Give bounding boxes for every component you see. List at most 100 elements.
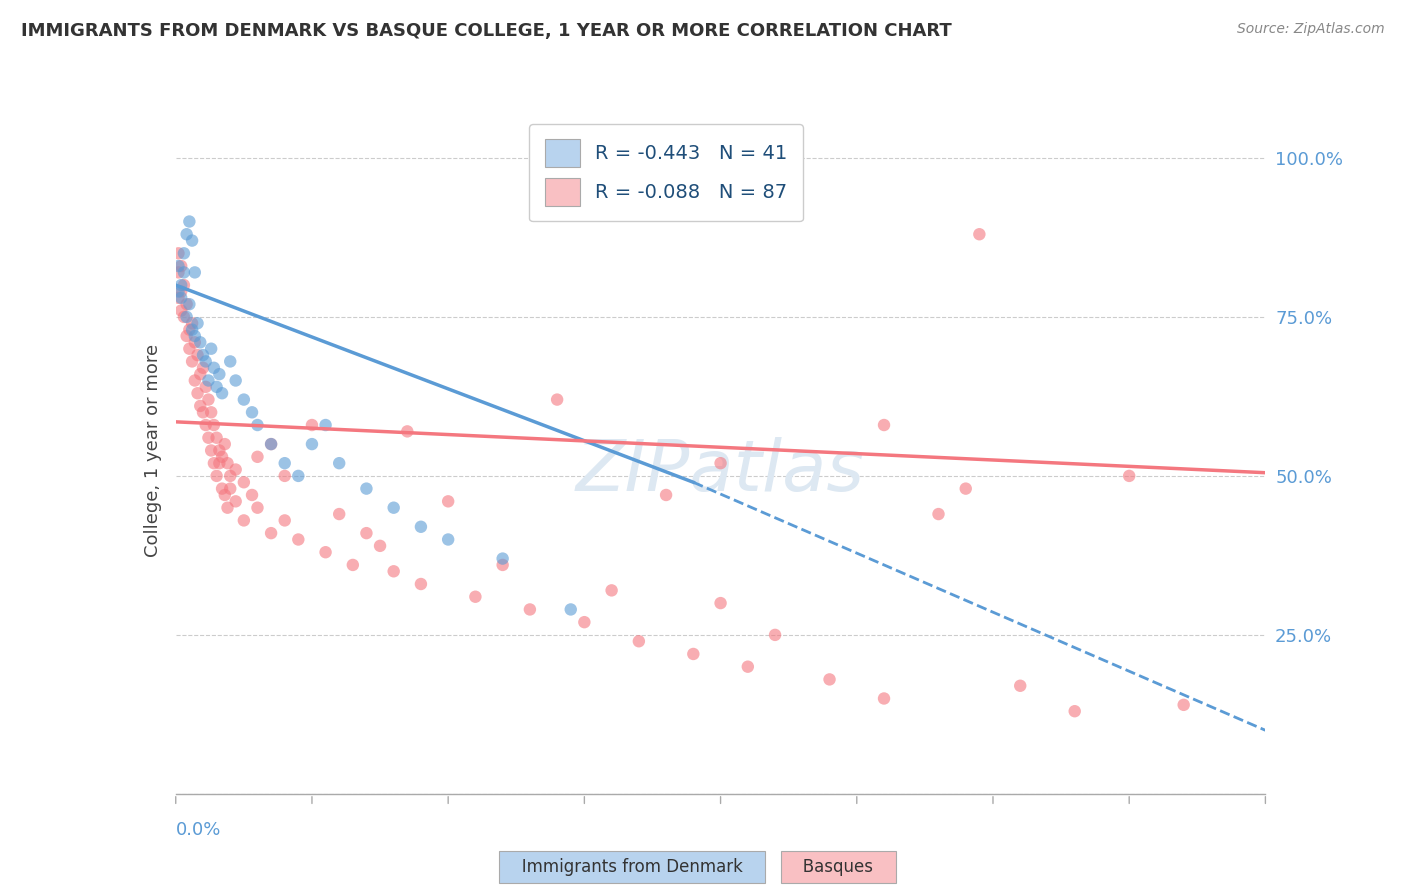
Point: [342, 558, 364, 572]
Point: [170, 303, 193, 318]
Point: [211, 482, 233, 496]
Text: IMMIGRANTS FROM DENMARK VS BASQUE COLLEGE, 1 YEAR OR MORE CORRELATION CHART: IMMIGRANTS FROM DENMARK VS BASQUE COLLEG…: [21, 22, 952, 40]
Point: [382, 500, 405, 515]
Point: [328, 507, 350, 521]
Point: [173, 246, 195, 260]
Point: [356, 482, 378, 496]
Point: [382, 564, 405, 578]
Point: [202, 360, 225, 375]
Point: [200, 342, 222, 356]
Point: [873, 417, 896, 432]
Point: [173, 278, 195, 293]
Point: [627, 634, 650, 648]
Point: [197, 431, 219, 445]
Point: [232, 475, 254, 490]
Point: [200, 443, 222, 458]
Point: [217, 456, 239, 470]
Point: [682, 647, 704, 661]
Point: [287, 469, 309, 483]
Point: [194, 354, 217, 368]
Y-axis label: College, 1 year or more: College, 1 year or more: [143, 344, 162, 557]
Point: [287, 533, 309, 547]
Point: [1118, 469, 1140, 483]
Point: [194, 417, 217, 432]
Point: [274, 456, 297, 470]
Point: [179, 342, 201, 356]
Point: [200, 405, 222, 419]
Point: [225, 374, 247, 388]
Point: [655, 488, 678, 502]
Point: [167, 265, 190, 279]
Point: [214, 437, 236, 451]
Point: [211, 450, 233, 464]
Point: [328, 456, 350, 470]
Point: [167, 285, 190, 299]
Point: [301, 437, 323, 451]
Point: [219, 482, 242, 496]
Point: [181, 354, 204, 368]
Point: [225, 462, 247, 476]
Point: [219, 469, 242, 483]
Text: ZIPatlas: ZIPatlas: [576, 436, 865, 506]
Point: [928, 507, 950, 521]
Point: [315, 417, 337, 432]
Point: [232, 392, 254, 407]
Point: [173, 265, 195, 279]
Point: [737, 659, 759, 673]
Point: [1173, 698, 1195, 712]
Text: 0.0%: 0.0%: [176, 822, 221, 839]
Point: [208, 456, 231, 470]
Point: [240, 488, 263, 502]
Point: [167, 291, 190, 305]
Point: [225, 494, 247, 508]
Point: [170, 278, 193, 293]
Point: [219, 354, 242, 368]
Point: [464, 590, 486, 604]
Point: [211, 386, 233, 401]
Point: [437, 533, 460, 547]
Text: Immigrants from Denmark: Immigrants from Denmark: [506, 858, 759, 876]
Point: [519, 602, 541, 616]
Point: [191, 405, 214, 419]
Point: [600, 583, 623, 598]
Point: [176, 310, 198, 324]
Point: [184, 374, 207, 388]
Point: [246, 500, 269, 515]
Point: [194, 380, 217, 394]
Point: [176, 329, 198, 343]
Point: [873, 691, 896, 706]
Point: [186, 386, 209, 401]
Point: [301, 417, 323, 432]
Point: [184, 265, 207, 279]
Point: [191, 348, 214, 362]
Point: [186, 316, 209, 330]
Point: [240, 405, 263, 419]
Point: [260, 437, 283, 451]
Point: [437, 494, 460, 508]
Text: Source: ZipAtlas.com: Source: ZipAtlas.com: [1237, 22, 1385, 37]
Point: [368, 539, 391, 553]
Text: Basques: Basques: [787, 858, 889, 876]
Point: [396, 425, 419, 439]
Point: [818, 673, 841, 687]
Point: [205, 431, 228, 445]
Point: [232, 513, 254, 527]
Point: [184, 329, 207, 343]
Point: [315, 545, 337, 559]
Point: [274, 513, 297, 527]
Point: [184, 335, 207, 350]
Point: [246, 417, 269, 432]
Point: [409, 577, 432, 591]
Point: [560, 602, 582, 616]
Point: [274, 469, 297, 483]
Point: [710, 456, 733, 470]
Point: [492, 551, 515, 566]
Point: [208, 443, 231, 458]
Point: [202, 417, 225, 432]
Point: [217, 500, 239, 515]
Point: [181, 234, 204, 248]
Point: [246, 450, 269, 464]
Point: [173, 310, 195, 324]
Point: [202, 456, 225, 470]
Point: [763, 628, 786, 642]
